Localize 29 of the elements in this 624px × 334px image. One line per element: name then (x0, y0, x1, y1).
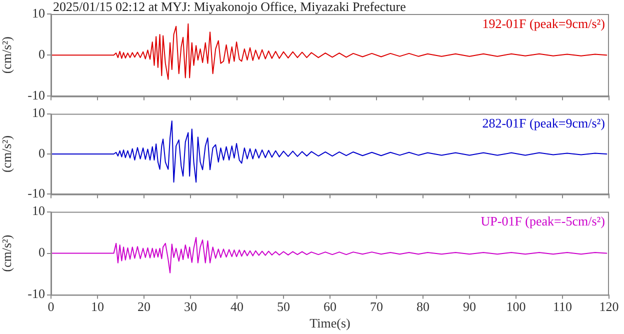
y-tick-label: 0 (38, 46, 45, 62)
y-axis-title: (cm/s²) (0, 135, 14, 173)
y-tick-label: -10 (28, 286, 45, 302)
y-tick-label: -10 (28, 88, 45, 103)
y-tick-label: 10 (32, 105, 45, 120)
annotation: 192-01F (peak=9cm/s²) (482, 16, 605, 31)
y-tick-label: -10 (28, 186, 45, 201)
annotation: UP-01F (peak=-5cm/s²) (480, 214, 605, 229)
x-tick-label: 60 (324, 299, 336, 314)
x-tick-label: 10 (91, 299, 104, 314)
x-tick-label: 50 (277, 299, 290, 314)
x-axis-title: Time(s) (310, 316, 350, 331)
x-tick-label: 70 (370, 299, 383, 314)
annotation: 282-01F (peak=9cm/s²) (482, 116, 605, 131)
y-axis-title: (cm/s²) (0, 234, 14, 272)
x-tick-label: 120 (599, 299, 619, 314)
y-axis-title: (cm/s²) (0, 36, 14, 74)
y-tick-label: 10 (32, 5, 45, 20)
x-tick-label: 80 (416, 299, 430, 314)
x-tick-label: 100 (506, 299, 526, 314)
x-tick-label: 40 (230, 299, 244, 314)
y-tick-label: 10 (32, 203, 45, 218)
x-tick-label: 30 (184, 299, 197, 314)
y-tick-label: 0 (38, 145, 45, 160)
y-tick-label: 0 (38, 244, 45, 260)
x-tick-label: 110 (552, 299, 572, 314)
x-tick-label: 20 (138, 299, 150, 314)
x-tick-label: 90 (463, 299, 476, 314)
chart-title: 2025/01/15 02:12 at MYJ: Miyakonojo Office, Miyazaki Prefecture (53, 0, 406, 14)
